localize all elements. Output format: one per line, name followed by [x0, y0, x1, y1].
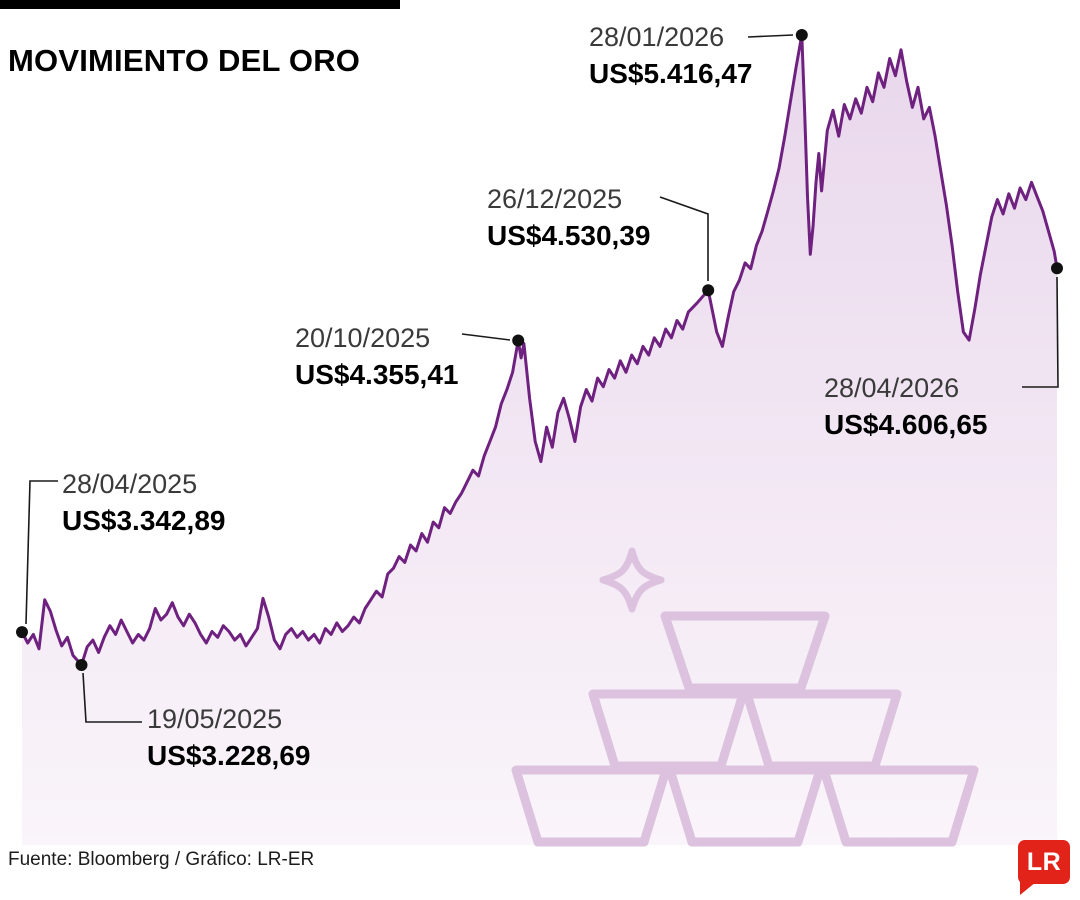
annotation-leader	[1022, 276, 1059, 388]
annotation-leader	[461, 333, 511, 341]
gold-bar-icon	[665, 765, 825, 847]
data-point-marker	[702, 284, 715, 297]
data-point-marker	[16, 626, 28, 639]
lr-logo-text: LR	[1026, 847, 1062, 876]
annotation-price: US$4.606,65	[824, 409, 988, 440]
source-credit: Fuente: Bloomberg / Gráfico: LR-ER	[8, 849, 315, 870]
annotation-price: US$3.228,69	[147, 740, 311, 771]
annotation-date: 19/05/2025	[147, 704, 283, 734]
gold-bar-icon	[819, 765, 979, 847]
annotation-leader	[25, 480, 58, 625]
annotation-price: US$5.416,47	[589, 58, 753, 89]
annotation-price: US$4.355,41	[295, 359, 459, 390]
annotation-label: 20/10/2025 US$4.355,41	[295, 320, 458, 393]
annotation-label: 28/04/2026 US$4.606,65	[824, 370, 987, 443]
data-point-marker	[1051, 262, 1063, 275]
sparkle-icon	[599, 547, 665, 613]
data-point-marker	[512, 334, 525, 347]
annotation-date: 28/04/2025	[62, 469, 198, 499]
annotation-date: 28/04/2026	[824, 373, 960, 403]
annotation-date: 26/12/2025	[487, 184, 623, 214]
data-point-marker	[75, 659, 88, 671]
annotation-leader	[747, 34, 794, 38]
gold-bar-icon	[660, 611, 830, 693]
price-line	[20, 33, 1059, 667]
annotation-leader	[82, 672, 142, 723]
price-area-fill	[22, 35, 1057, 845]
gold-bar-icon	[511, 765, 671, 847]
page-title: MOVIMIENTO DEL ORO	[8, 42, 361, 78]
annotation-leader-lines	[25, 34, 1059, 723]
gold-bars-watermark	[511, 547, 979, 847]
annotation-date: 20/10/2025	[295, 323, 431, 353]
data-point-markers	[16, 29, 1063, 671]
data-point-marker	[795, 29, 808, 41]
lr-logo: LR	[1018, 840, 1070, 895]
top-accent-bar	[0, 0, 400, 9]
annotation-label: 19/05/2025 US$3.228,69	[147, 701, 310, 774]
annotation-label: 26/12/2025 US$4.530,39	[487, 181, 650, 254]
annotation-leader	[659, 196, 709, 281]
annotation-label: 28/04/2025 US$3.342,89	[62, 466, 225, 539]
annotation-price: US$4.530,39	[487, 220, 651, 251]
annotation-label: 28/01/2026 US$5.416,47	[589, 19, 752, 92]
annotation-price: US$3.342,89	[62, 505, 226, 536]
annotation-date: 28/01/2026	[589, 22, 725, 52]
